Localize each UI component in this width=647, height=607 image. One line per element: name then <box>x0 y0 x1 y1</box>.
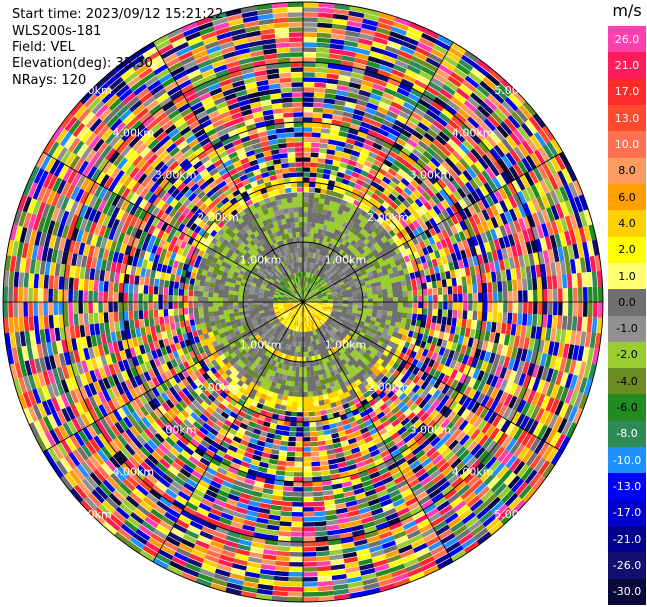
range-label: 1.00km <box>240 338 282 351</box>
azimuth-spoke <box>302 301 454 563</box>
range-label: 5.00km <box>70 84 112 97</box>
velocity-gates <box>4 17 594 602</box>
colorbar-swatch <box>608 447 646 474</box>
colorbar-tick-label: -30.0 <box>612 585 642 599</box>
colorbar-swatch <box>608 236 646 264</box>
range-label: 3.00km <box>155 423 197 436</box>
range-labels: 1.00km 1.00km 1.00km 1.00km 2.00km 2.00km 2.00… <box>70 84 536 521</box>
colorbar-swatch <box>608 552 646 580</box>
colorbar-tick-label: -21.0 <box>612 532 642 546</box>
colorbar-tick-label: 8.0 <box>618 164 636 178</box>
colorbar-swatch <box>608 210 646 238</box>
start-time-label: Start time: 2023/09/12 15:21:22 <box>12 7 224 22</box>
colorbar-swatch <box>608 78 646 106</box>
colorbar-tick-label: -17.0 <box>612 506 642 520</box>
range-label: 5.00km <box>494 508 536 521</box>
colorbar-tick-label: 17.0 <box>614 85 640 99</box>
colorbar-tick-label: -26.0 <box>612 559 642 573</box>
azimuth-spoke <box>302 41 454 303</box>
colorbar-swatch <box>608 131 646 159</box>
range-label: 4.00km <box>452 126 494 139</box>
azimuth-spoke <box>302 151 564 303</box>
colorbar-swatch <box>608 526 646 553</box>
colorbar-swatch <box>608 394 646 422</box>
range-label: 4.00km <box>113 466 155 479</box>
colorbar-tick-label: 2.0 <box>618 243 636 257</box>
range-label: 3.00km <box>410 423 452 436</box>
colorbar-swatch <box>608 499 646 527</box>
range-label: 2.00km <box>197 381 239 394</box>
velocity-gates <box>193 192 413 411</box>
azimuth-spoke <box>152 301 304 563</box>
colorbar-swatch <box>608 315 646 343</box>
range-label: 3.00km <box>410 169 452 182</box>
colorbar-swatch <box>608 578 646 606</box>
colorbar-tick-label: -2.0 <box>616 348 638 362</box>
range-label: 5.00km <box>494 84 536 97</box>
colorbar-unit: m/s <box>612 1 642 20</box>
colorbar-tick-label: 0.0 <box>618 295 636 309</box>
colorbar-tick-label: 6.0 <box>618 190 636 204</box>
colorbar-swatch <box>608 52 646 80</box>
field-label: Field: VEL <box>12 40 75 55</box>
range-label: 5.00km <box>70 508 112 521</box>
colorbar-swatch <box>608 341 646 369</box>
range-label: 1.00km <box>325 254 367 267</box>
range-label: 2.00km <box>197 211 239 224</box>
range-label: 1.00km <box>240 254 282 267</box>
azimuth-spoke <box>42 151 304 303</box>
instrument-label: WLS200s-181 <box>12 24 102 39</box>
colorbar-tick-label: -8.0 <box>616 427 638 441</box>
colorbar-tick-label: 4.0 <box>618 216 636 230</box>
colorbar-swatch <box>608 368 646 395</box>
velocity-gates <box>11 8 602 603</box>
range-label: 1.00km <box>325 338 367 351</box>
colorbar-swatch <box>608 183 646 211</box>
elevation-label: Elevation(deg): 35.30 <box>12 56 153 71</box>
colorbar-tick-label: 26.0 <box>614 32 640 46</box>
colorbar-tick-label: 13.0 <box>614 111 640 125</box>
range-label: 2.00km <box>367 381 409 394</box>
colorbar-swatch <box>608 473 646 501</box>
colorbar-swatch <box>608 26 646 53</box>
colorbar-swatch <box>608 104 646 132</box>
range-label: 4.00km <box>113 126 155 139</box>
colorbar-swatch <box>608 420 646 448</box>
colorbar-tick-label: 10.0 <box>614 137 640 151</box>
azimuth-spoke <box>42 301 304 453</box>
colorbar-tick-label: -6.0 <box>616 401 638 415</box>
azimuth-spoke <box>152 41 304 303</box>
colorbar-tick-label: -4.0 <box>616 374 638 388</box>
colorbar-tick-label: -1.0 <box>616 322 638 336</box>
range-label: 4.00km <box>452 466 494 479</box>
azimuth-spoke <box>302 301 564 453</box>
colorbar: 26.0 21.0 17.0 13.0 10.0 8.0 6.0 4.0 2.0 1.0 0.0 -1… <box>608 26 646 606</box>
range-label: 3.00km <box>155 169 197 182</box>
colorbar-tick-label: -10.0 <box>612 453 642 467</box>
velocity-gates <box>9 12 587 602</box>
colorbar-tick-label: 1.0 <box>618 269 636 283</box>
range-label: 2.00km <box>367 211 409 224</box>
colorbar-swatch <box>608 262 646 290</box>
colorbar-swatch <box>608 289 646 316</box>
colorbar-tick-label: 21.0 <box>614 58 640 72</box>
colorbar-tick-label: -13.0 <box>612 480 642 494</box>
colorbar-swatch <box>608 157 646 185</box>
range-ring-grid <box>2 1 604 603</box>
nrays-label: NRays: 120 <box>12 73 87 88</box>
